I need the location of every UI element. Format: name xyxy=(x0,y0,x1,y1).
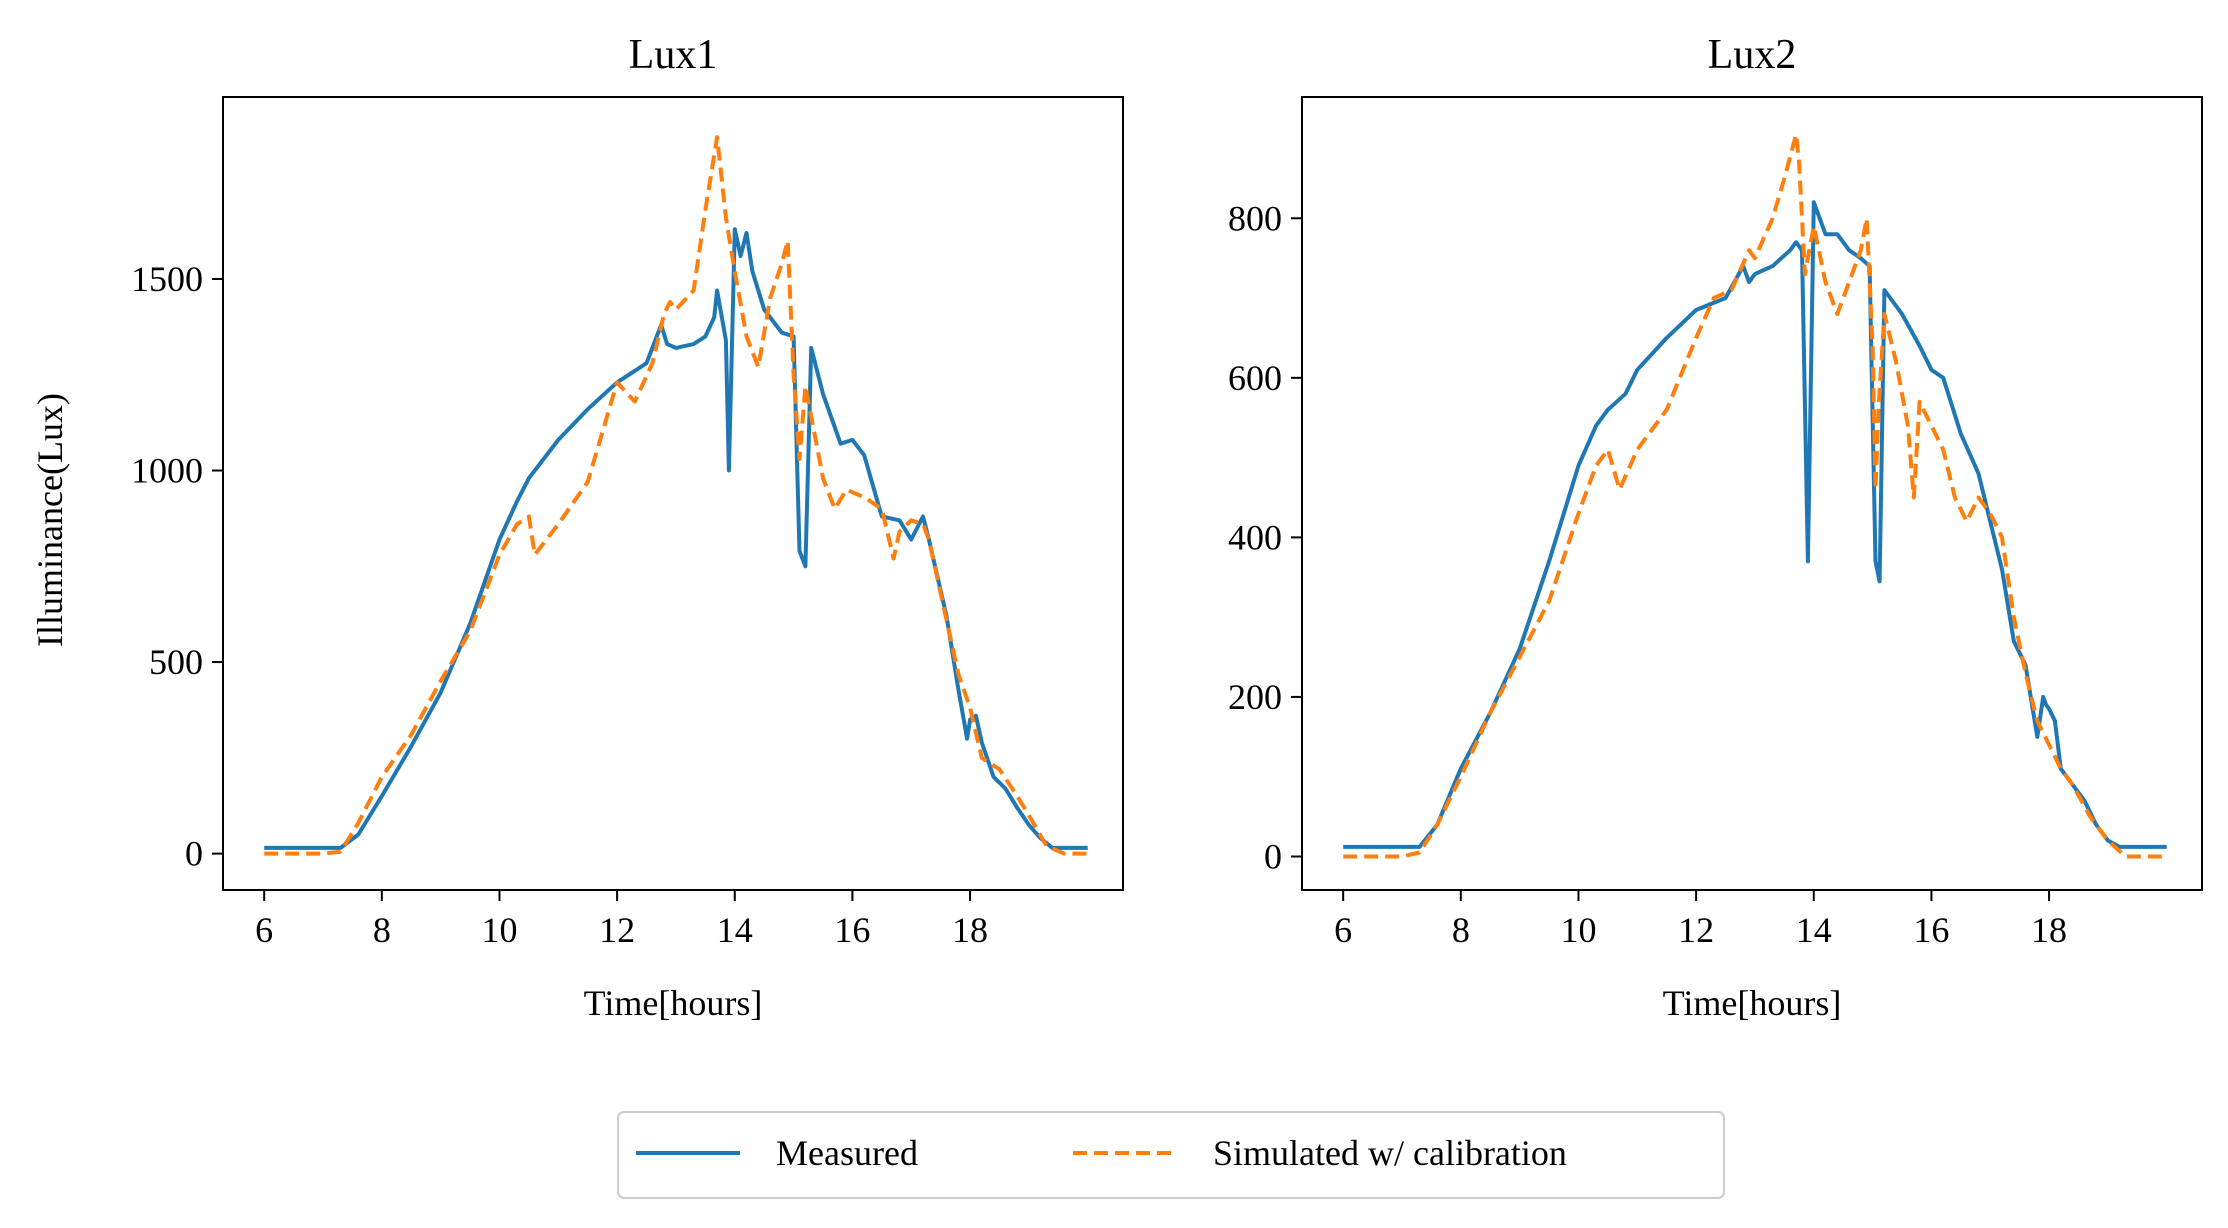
x-tick-label: 10 xyxy=(481,910,517,950)
y-tick-label: 600 xyxy=(1228,358,1282,398)
series-line-measured xyxy=(264,227,1088,850)
x-tick-label: 18 xyxy=(2031,910,2067,950)
x-tick-label: 6 xyxy=(1334,910,1352,950)
chart-title: Lux1 xyxy=(629,32,718,78)
x-tick-label: 18 xyxy=(952,910,988,950)
plot-frame xyxy=(1301,96,2203,891)
y-tick-label: 800 xyxy=(1228,198,1282,238)
x-tick-label: 14 xyxy=(1796,910,1832,950)
x-axis-label: Time[hours] xyxy=(584,983,763,1023)
x-tick-label: 16 xyxy=(834,910,870,950)
x-tick-label: 12 xyxy=(1678,910,1714,950)
axis-ticks: 6 8 10 12 14 16 18 0 500 1000 1500 xyxy=(131,259,988,950)
x-tick-label: 8 xyxy=(373,910,391,950)
chart-title: Lux2 xyxy=(1708,32,1797,78)
series-lines xyxy=(1343,132,2167,859)
chart-lux2: Lux2 Time[hours] 6 8 10 12 14 16 18 0 200 400 600 8… xyxy=(1228,32,2203,1023)
x-tick-label: 6 xyxy=(255,910,273,950)
y-axis-label: Illuminance(Lux) xyxy=(30,393,70,647)
x-axis-label: Time[hours] xyxy=(1663,983,1842,1023)
x-tick-label: 12 xyxy=(599,910,635,950)
x-tick-label: 14 xyxy=(717,910,753,950)
legend-label-measured: Measured xyxy=(776,1133,918,1173)
x-tick-label: 10 xyxy=(1560,910,1596,950)
y-tick-label: 1500 xyxy=(131,259,203,299)
chart-lux1: Lux1 Illuminance(Lux) Time[hours] 6 8 10 12… xyxy=(30,32,1124,1023)
x-tick-label: 16 xyxy=(1913,910,1949,950)
series-line-simulated xyxy=(1343,132,2167,859)
plot-frame xyxy=(222,96,1124,891)
y-tick-label: 0 xyxy=(1264,836,1282,876)
legend: Measured Simulated w/ calibration xyxy=(617,1111,1725,1199)
axis-ticks: 6 8 10 12 14 16 18 0 200 400 600 800 xyxy=(1228,198,2067,950)
legend-label-simulated: Simulated w/ calibration xyxy=(1213,1133,1567,1173)
series-lines xyxy=(264,135,1088,856)
x-tick-label: 8 xyxy=(1452,910,1470,950)
y-tick-label: 500 xyxy=(149,642,203,682)
y-tick-label: 1000 xyxy=(131,451,203,491)
y-tick-label: 400 xyxy=(1228,517,1282,557)
y-tick-label: 0 xyxy=(185,834,203,874)
y-tick-label: 200 xyxy=(1228,677,1282,717)
series-line-measured xyxy=(1343,200,2167,849)
series-line-simulated xyxy=(264,135,1088,856)
